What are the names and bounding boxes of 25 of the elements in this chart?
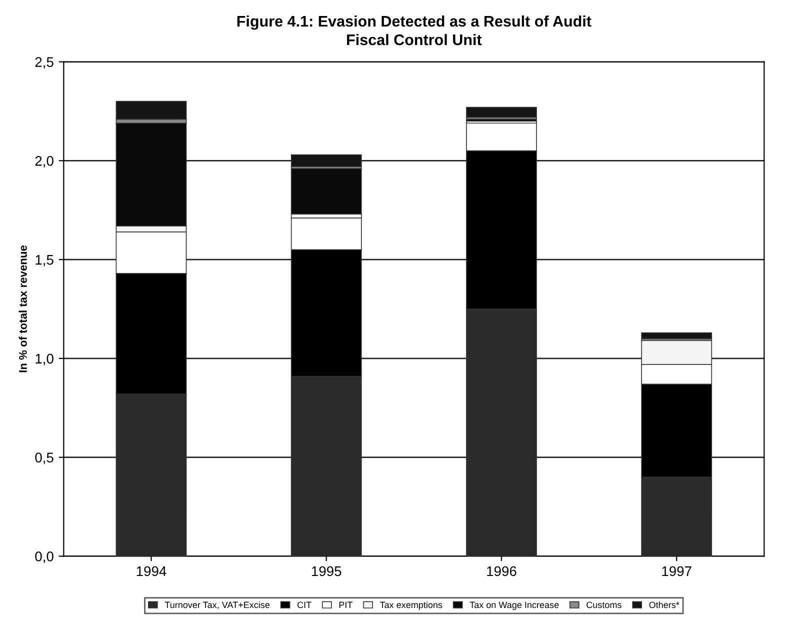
x-tick-label: 1995 bbox=[312, 566, 342, 576]
bar bbox=[641, 332, 712, 340]
y-tick-label: 2,5 bbox=[35, 57, 54, 69]
legend-label: Tax on Wage Increase bbox=[470, 602, 559, 610]
legend-label: Others* bbox=[649, 601, 680, 608]
legend-label: Customs bbox=[586, 602, 622, 608]
x-tick-label: 1997 bbox=[662, 566, 692, 576]
x-tick-label: 1994 bbox=[136, 566, 166, 576]
legend-label: Turnover Tax, VAT+Excise bbox=[164, 601, 270, 610]
bar bbox=[116, 100, 187, 120]
chart-subtitle: Fiscal Control Unit bbox=[347, 34, 482, 46]
bar bbox=[290, 168, 362, 214]
y-axis-title: In % of total tax revenue bbox=[18, 245, 27, 372]
legend-label: CIT bbox=[297, 602, 312, 608]
y-tick-label: 2,0 bbox=[35, 156, 54, 168]
legend-label: PIT bbox=[339, 602, 352, 608]
chart-title: Figure 4.1: Evasion Detected as a Result of Audit bbox=[237, 15, 592, 30]
x-tick-label: 1996 bbox=[487, 566, 516, 576]
y-tick-label: 1,5 bbox=[36, 255, 54, 266]
bar bbox=[290, 154, 362, 168]
legend-label: Tax exemptions bbox=[380, 601, 442, 610]
y-tick-label: 1,0 bbox=[36, 354, 54, 366]
bar bbox=[466, 106, 537, 118]
y-tick-label: 0,5 bbox=[35, 452, 54, 464]
y-tick-label: 0,0 bbox=[35, 552, 54, 564]
